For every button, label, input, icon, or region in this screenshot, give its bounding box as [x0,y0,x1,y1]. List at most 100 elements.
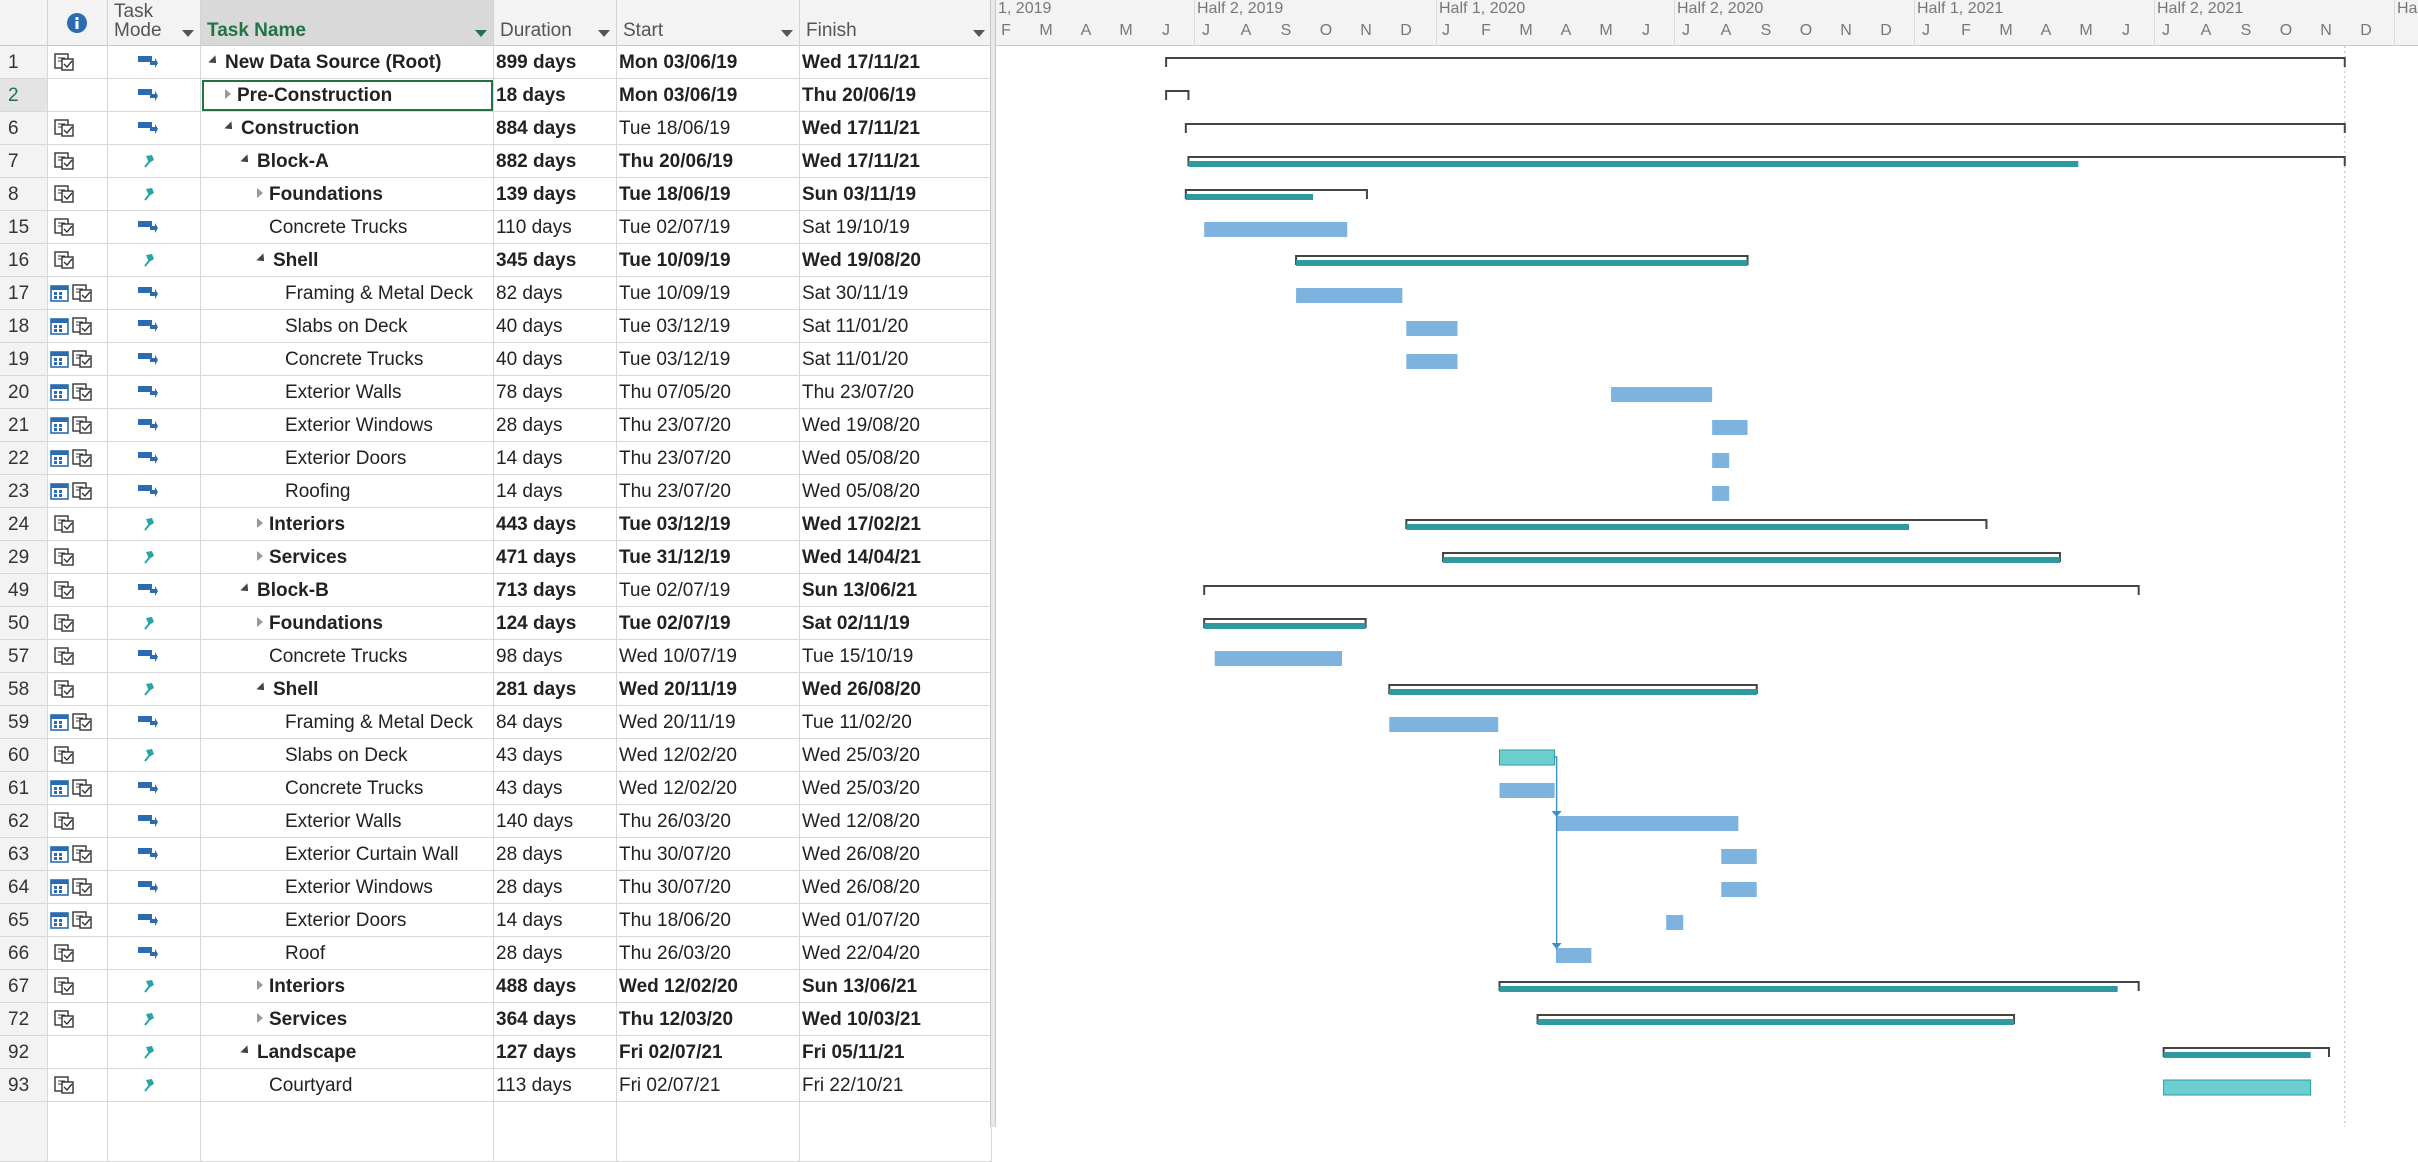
task-row[interactable]: 17 Framing & Metal Deck 82 days Tue 10/09/1… [0,277,992,310]
task-mode-cell[interactable] [108,277,201,310]
finish-cell[interactable]: Wed 17/02/21 [800,508,992,541]
task-mode-cell[interactable] [108,178,201,211]
task-name-filter-arrow[interactable] [475,30,487,37]
task-row[interactable]: 24 Interiors 443 days Tue 03/12/19 Wed 17/02… [0,508,992,541]
task-name-cell[interactable]: Roofing [201,475,494,508]
collapse-toggle-icon[interactable] [224,121,236,133]
finish-cell[interactable]: Wed 25/03/20 [800,772,992,805]
task-mode-cell[interactable] [108,640,201,673]
row-id[interactable]: 57 [0,640,48,673]
task-row[interactable]: 50 Foundations 124 days Tue 02/07/19 Sat 02/… [0,607,992,640]
start-cell[interactable]: Tue 10/09/19 [617,244,800,277]
task-row[interactable]: 8 Foundations 139 days Tue 18/06/19 Sun 03/1… [0,178,992,211]
start-cell[interactable]: Tue 03/12/19 [617,310,800,343]
task-bar[interactable] [1204,222,1348,237]
start-cell[interactable]: Thu 18/06/20 [617,904,800,937]
row-id[interactable]: 22 [0,442,48,475]
task-row[interactable]: 21 Exterior Windows 28 days Thu 23/07/20 Wed… [0,409,992,442]
start-cell[interactable]: Wed 12/02/20 [617,772,800,805]
row-id[interactable]: 19 [0,343,48,376]
duration-cell[interactable]: 40 days [494,310,617,343]
row-id[interactable]: 15 [0,211,48,244]
finish-cell[interactable]: Wed 05/08/20 [800,442,992,475]
collapse-toggle-icon[interactable] [256,682,268,694]
start-cell[interactable]: Thu 30/07/20 [617,871,800,904]
task-bar[interactable] [1611,387,1713,402]
task-name-cell[interactable]: Block-A [201,145,494,178]
task-name-cell[interactable]: Slabs on Deck [201,739,494,772]
task-name-cell[interactable]: Exterior Doors [201,904,494,937]
task-bar[interactable] [1406,321,1458,336]
task-row[interactable]: 16 Shell 345 days Tue 10/09/19 Wed 19/08/20 [0,244,992,277]
manual-summary-bar[interactable] [1406,524,1909,530]
task-name-cell[interactable]: Services [201,541,494,574]
row-id[interactable]: 21 [0,409,48,442]
task-row[interactable]: 57 Concrete Trucks 98 days Wed 10/07/19 Tue … [0,640,992,673]
row-id[interactable]: 66 [0,937,48,970]
task-name-cell[interactable]: Exterior Curtain Wall [201,838,494,871]
start-cell[interactable]: Thu 26/03/20 [617,937,800,970]
task-row[interactable]: 20 Exterior Walls 78 days Thu 07/05/20 Thu 2… [0,376,992,409]
manual-summary-bar[interactable] [1443,557,2060,563]
duration-cell[interactable]: 124 days [494,607,617,640]
start-cell[interactable]: Thu 12/03/20 [617,1003,800,1036]
task-name-cell[interactable]: Exterior Walls [201,805,494,838]
finish-cell[interactable]: Wed 14/04/21 [800,541,992,574]
start-cell[interactable]: Fri 02/07/21 [617,1036,800,1069]
task-row[interactable]: 29 Services 471 days Tue 31/12/19 Wed 14/04/… [0,541,992,574]
row-id[interactable]: 24 [0,508,48,541]
row-id[interactable]: 65 [0,904,48,937]
collapse-toggle-icon[interactable] [208,55,220,67]
duration-cell[interactable]: 471 days [494,541,617,574]
row-id[interactable]: 62 [0,805,48,838]
duration-cell[interactable]: 281 days [494,673,617,706]
duration-cell[interactable]: 28 days [494,409,617,442]
collapse-toggle-icon[interactable] [240,154,252,166]
task-row[interactable]: 23 Roofing 14 days Thu 23/07/20 Wed 05/08/20 [0,475,992,508]
row-id[interactable]: 29 [0,541,48,574]
row-id[interactable]: 72 [0,1003,48,1036]
manual-task-bar[interactable] [1499,749,1556,766]
task-row[interactable]: 61 Concrete Trucks 43 days Wed 12/02/20 Wed … [0,772,992,805]
finish-cell[interactable]: Wed 12/08/20 [800,805,992,838]
view-splitter[interactable] [990,0,996,1127]
task-row[interactable]: 72 Services 364 days Thu 12/03/20 Wed 10/03/… [0,1003,992,1036]
finish-filter-arrow[interactable] [973,30,985,37]
start-cell[interactable]: Thu 23/07/20 [617,475,800,508]
task-row[interactable]: 67 Interiors 488 days Wed 12/02/20 Sun 13/06… [0,970,992,1003]
task-mode-cell[interactable] [108,607,201,640]
task-row[interactable]: 92 Landscape 127 days Fri 02/07/21 Fri 05/11… [0,1036,992,1069]
duration-cell[interactable]: 28 days [494,937,617,970]
duration-cell[interactable]: 345 days [494,244,617,277]
finish-cell[interactable]: Thu 23/07/20 [800,376,992,409]
task-mode-cell[interactable] [108,145,201,178]
row-id[interactable]: 60 [0,739,48,772]
duration-cell[interactable]: 364 days [494,1003,617,1036]
task-name-cell[interactable]: Framing & Metal Deck [201,706,494,739]
task-mode-cell[interactable] [108,772,201,805]
task-mode-cell[interactable] [108,508,201,541]
summary-bar[interactable] [1165,57,2346,67]
finish-cell[interactable]: Wed 19/08/20 [800,244,992,277]
start-cell[interactable]: Thu 23/07/20 [617,409,800,442]
task-mode-cell[interactable] [108,244,201,277]
task-mode-cell[interactable] [108,409,201,442]
row-id[interactable]: 92 [0,1036,48,1069]
task-mode-cell[interactable] [108,838,201,871]
task-mode-cell[interactable] [108,1036,201,1069]
task-mode-cell[interactable] [108,79,201,112]
timescale[interactable]: 1, 2019 Half 2, 2019 Half 1, 2020 Half 2, 2… [996,0,2418,46]
task-row[interactable]: 60 Slabs on Deck 43 days Wed 12/02/20 Wed 25… [0,739,992,772]
collapse-toggle-icon[interactable] [256,253,268,265]
task-mode-cell[interactable] [108,904,201,937]
finish-cell[interactable]: Tue 11/02/20 [800,706,992,739]
duration-cell[interactable]: 443 days [494,508,617,541]
task-name-header[interactable]: Task Name [201,0,494,46]
task-mode-cell[interactable] [108,574,201,607]
task-row[interactable]: 7 Block-A 882 days Thu 20/06/19 Wed 17/11/21 [0,145,992,178]
finish-cell[interactable]: Wed 17/11/21 [800,112,992,145]
task-name-cell[interactable]: Block-B [201,574,494,607]
row-id[interactable]: 16 [0,244,48,277]
finish-cell[interactable]: Sat 11/01/20 [800,310,992,343]
duration-cell[interactable]: 113 days [494,1069,617,1102]
